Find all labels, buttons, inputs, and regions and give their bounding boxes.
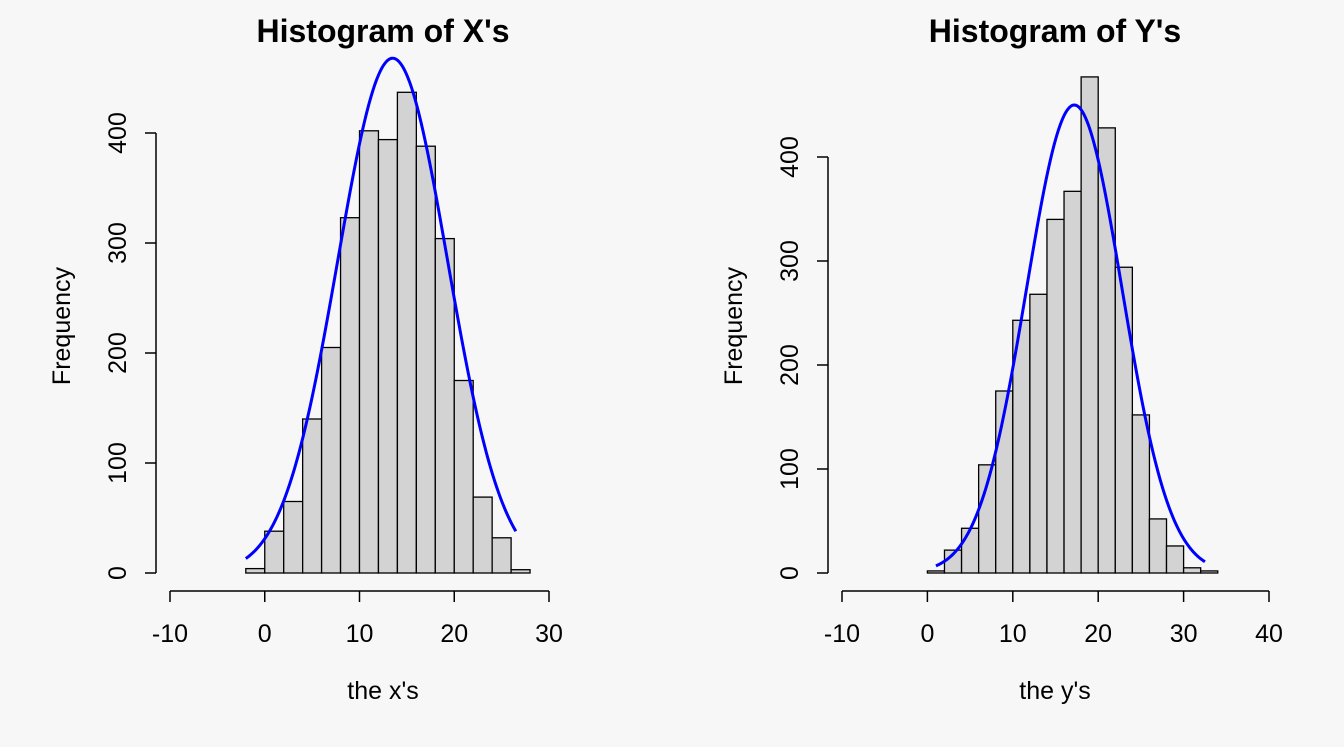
histogram-bar xyxy=(245,567,266,574)
density-curve xyxy=(244,56,518,560)
y-tick-label: 400 xyxy=(104,112,132,154)
histogram-bar xyxy=(1182,567,1202,574)
histogram-bar xyxy=(491,537,512,574)
histogram-bar xyxy=(283,500,304,574)
histogram-bar xyxy=(264,530,285,574)
y-tick-label: 100 xyxy=(776,448,804,490)
y-tick-label: 0 xyxy=(104,566,132,580)
histogram-bar xyxy=(1046,218,1065,574)
histogram-bar xyxy=(377,138,399,574)
density-curve xyxy=(935,103,1206,568)
x-tick-label: 30 xyxy=(1170,620,1198,648)
histogram-bar xyxy=(339,217,361,574)
x-tick-label: 0 xyxy=(920,620,934,648)
histogram-bar xyxy=(1063,190,1082,574)
histogram-bar xyxy=(358,130,380,574)
y-tick-label: 400 xyxy=(776,136,804,178)
histogram-bar xyxy=(1114,266,1134,574)
histogram-bar xyxy=(926,570,946,574)
histogram-bar xyxy=(1165,545,1185,574)
histogram-y-panel: Histogram of Y's the y's Frequency -10 0 1… xyxy=(720,13,1283,705)
x-axis-label-y: the y's xyxy=(1019,677,1090,705)
chart-title-x: Histogram of X's xyxy=(257,13,510,49)
y-tick-label: 0 xyxy=(776,566,804,580)
histogram-x-panel: Histogram of X's the x's Frequency -10 0 1… xyxy=(48,13,563,705)
x-tick-label: 10 xyxy=(999,620,1027,648)
y-axis-label-x: Frequency xyxy=(48,266,76,385)
y-tick-label: 300 xyxy=(776,240,804,282)
y-tick-label: 100 xyxy=(104,442,132,484)
y-tick-label: 200 xyxy=(776,344,804,386)
y-tick-label: 200 xyxy=(104,332,132,374)
histogram-bar xyxy=(960,527,980,574)
histogram-bar xyxy=(1131,414,1151,574)
histogram-bar xyxy=(1029,293,1048,574)
y-axis-label-y: Frequency xyxy=(720,266,748,385)
histogram-bar xyxy=(1148,518,1168,574)
histogram-bar xyxy=(320,346,342,574)
x-tick-label: 20 xyxy=(440,620,468,648)
x-tick-label: 30 xyxy=(535,620,563,648)
x-tick-label: 40 xyxy=(1255,620,1283,648)
histogram-bar xyxy=(472,496,493,574)
histogram-bar xyxy=(453,379,474,574)
x-tick-label: 0 xyxy=(258,620,272,648)
x-tick-label: -10 xyxy=(152,620,188,648)
histogram-bar xyxy=(415,145,436,574)
histogram-bar xyxy=(301,418,323,574)
histogram-bar xyxy=(510,569,531,574)
histogram-bar xyxy=(1200,570,1219,574)
histogram-bar xyxy=(396,91,417,574)
y-tick-label: 300 xyxy=(104,222,132,264)
x-tick-label: -10 xyxy=(824,620,860,648)
x-tick-label: 10 xyxy=(346,620,374,648)
x-axis-label-x: the x's xyxy=(347,677,418,705)
x-tick-label: 20 xyxy=(1084,620,1112,648)
chart-title-y: Histogram of Y's xyxy=(929,13,1181,49)
